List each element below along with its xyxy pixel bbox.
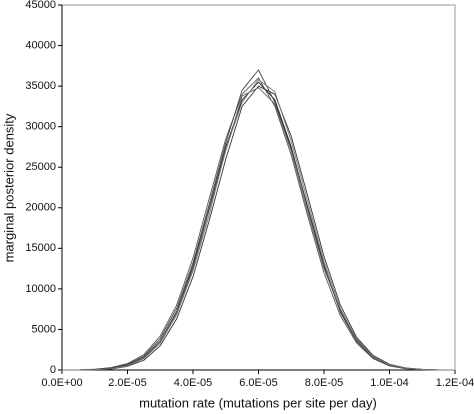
y-tick-label: 40000: [25, 39, 56, 51]
y-tick-label: 10000: [25, 283, 56, 295]
y-tick-label: 25000: [25, 161, 56, 173]
series-line: [62, 78, 455, 371]
series-line: [62, 77, 455, 371]
y-tick-label: 20000: [25, 202, 56, 214]
y-tick-label: 45000: [25, 0, 56, 11]
x-tick-label: 4.0E-05: [174, 377, 213, 389]
y-tick-label: 15000: [25, 242, 56, 254]
series-line: [62, 69, 455, 371]
series-line: [62, 87, 456, 371]
x-tick-label: 6.0E-05: [239, 377, 278, 389]
series-line: [62, 81, 455, 371]
x-tick-label: 8.0E-05: [305, 377, 344, 389]
x-tick-label: 1.0E-04: [370, 377, 409, 389]
y-tick-label: 5000: [32, 323, 56, 335]
plot-frame: [61, 4, 456, 371]
y-tick-label: 30000: [25, 121, 56, 133]
x-tick-label: 1.2E-04: [436, 377, 474, 389]
x-tick-label: 0.0E+00: [41, 377, 82, 389]
x-tick-label: 2.0E-05: [108, 377, 147, 389]
x-axis-title: mutation rate (mutations per site per da…: [139, 395, 377, 410]
y-tick-label: 0: [50, 364, 56, 376]
series-line: [62, 85, 455, 371]
y-tick-label: 35000: [25, 80, 56, 92]
y-axis-title: marginal posterior density: [1, 113, 16, 262]
